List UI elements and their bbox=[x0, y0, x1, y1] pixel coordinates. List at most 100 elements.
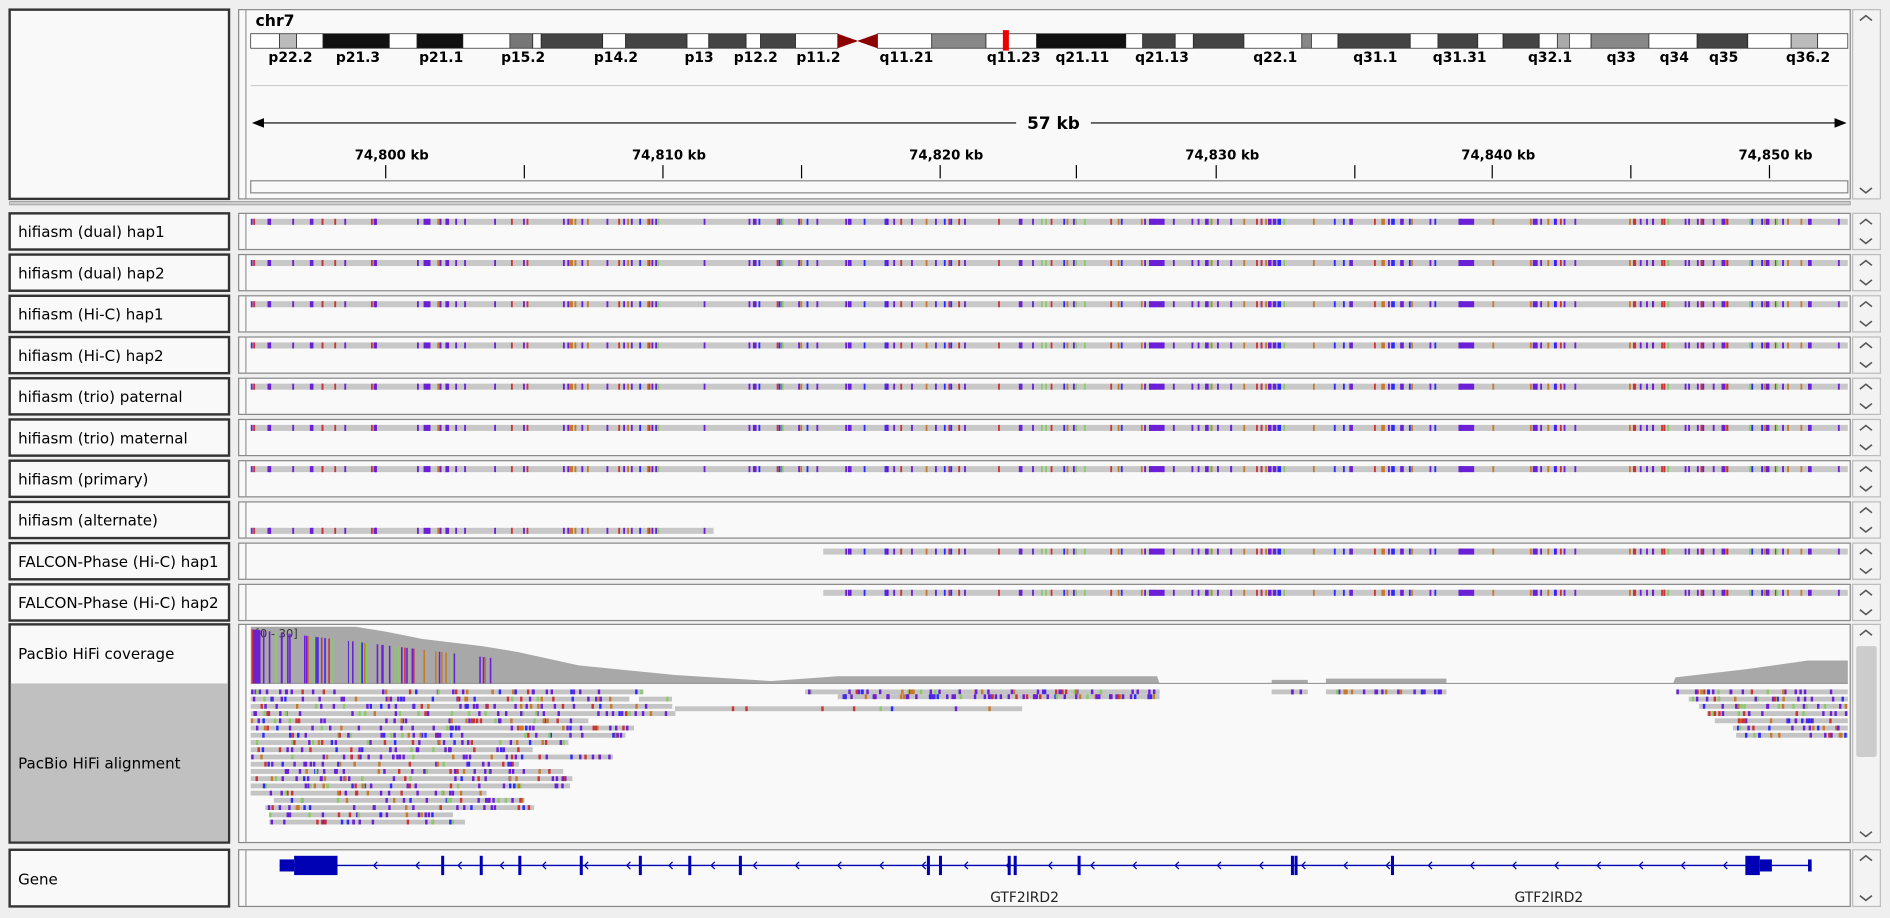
read-variant bbox=[626, 725, 629, 731]
variant bbox=[1408, 424, 1411, 431]
scroll-up[interactable] bbox=[1859, 465, 1873, 473]
scrollbar[interactable] bbox=[1852, 418, 1881, 457]
read-variant bbox=[1397, 689, 1400, 695]
scroll-down[interactable] bbox=[1859, 485, 1873, 492]
variant bbox=[1726, 301, 1729, 308]
variant bbox=[1349, 548, 1353, 555]
variant bbox=[1400, 218, 1404, 225]
scroll-down[interactable] bbox=[1859, 444, 1873, 451]
read-variant bbox=[363, 783, 367, 789]
scrollbar[interactable] bbox=[1852, 583, 1881, 622]
scroll-up[interactable] bbox=[1859, 14, 1873, 22]
read-variant bbox=[459, 790, 463, 796]
variant bbox=[1144, 589, 1146, 596]
scroll-up[interactable] bbox=[1859, 629, 1873, 636]
read-variant bbox=[528, 740, 532, 745]
cytoband bbox=[1502, 33, 1540, 49]
scroll-up[interactable] bbox=[1859, 259, 1873, 267]
scroll-up[interactable] bbox=[1859, 854, 1873, 862]
variant bbox=[964, 342, 966, 349]
variant bbox=[1808, 548, 1812, 555]
scroll-down[interactable] bbox=[1859, 187, 1873, 194]
scrollbar[interactable] bbox=[1852, 253, 1881, 292]
read-variant bbox=[344, 790, 348, 796]
scroll-down[interactable] bbox=[1859, 831, 1873, 838]
scroll-down[interactable] bbox=[1859, 238, 1873, 245]
variant bbox=[1696, 424, 1699, 431]
read-variant bbox=[929, 689, 932, 695]
scroll-down[interactable] bbox=[1859, 402, 1873, 410]
read-variant bbox=[407, 732, 410, 738]
scroll-up[interactable] bbox=[1859, 424, 1873, 431]
variant bbox=[1265, 259, 1267, 267]
scroll-down[interactable] bbox=[1859, 320, 1873, 327]
variant bbox=[1373, 466, 1376, 473]
variant bbox=[1532, 548, 1537, 555]
scrollbar[interactable] bbox=[1852, 9, 1881, 200]
scroll-down[interactable] bbox=[1859, 894, 1873, 902]
scroll-down[interactable] bbox=[1859, 526, 1873, 534]
variant bbox=[1312, 466, 1315, 473]
read-variant bbox=[910, 689, 913, 695]
read bbox=[250, 754, 613, 760]
variant bbox=[269, 527, 272, 534]
scroll-up[interactable] bbox=[1859, 589, 1873, 596]
scrollbar[interactable] bbox=[1852, 336, 1881, 374]
read-variant bbox=[1811, 718, 1814, 724]
variant bbox=[1333, 342, 1336, 349]
scroll-down[interactable] bbox=[1859, 567, 1873, 575]
variant bbox=[1149, 259, 1164, 267]
scrollbar[interactable] bbox=[1852, 849, 1881, 908]
variant bbox=[1667, 548, 1670, 555]
scroll-up[interactable] bbox=[1859, 218, 1873, 225]
coverage-variant bbox=[482, 657, 485, 684]
variant bbox=[606, 301, 609, 308]
variant bbox=[1563, 301, 1566, 308]
variant bbox=[655, 342, 658, 349]
scrollbar[interactable] bbox=[1852, 542, 1881, 580]
variant bbox=[1277, 466, 1282, 473]
variant bbox=[935, 589, 937, 596]
variant bbox=[1267, 383, 1272, 390]
read-variant bbox=[466, 761, 469, 767]
scroll-down[interactable] bbox=[1859, 361, 1873, 369]
scrollbar[interactable] bbox=[1852, 212, 1881, 251]
variant bbox=[1661, 342, 1663, 349]
scrollbar[interactable] bbox=[1852, 377, 1881, 416]
centromere bbox=[837, 33, 878, 49]
scroll-thumb[interactable] bbox=[1856, 646, 1877, 757]
read-variant bbox=[502, 783, 506, 789]
scroll-up[interactable] bbox=[1859, 300, 1873, 308]
variant bbox=[1667, 301, 1670, 308]
scrollbar[interactable] bbox=[1852, 501, 1881, 539]
variant bbox=[845, 218, 848, 225]
scroll-up[interactable] bbox=[1859, 342, 1873, 349]
read-variant bbox=[848, 689, 851, 695]
variant bbox=[1312, 589, 1315, 596]
scroll-up[interactable] bbox=[1859, 383, 1873, 390]
variant bbox=[806, 424, 809, 431]
variant bbox=[1774, 218, 1777, 225]
scroll-up[interactable] bbox=[1859, 506, 1873, 514]
variant bbox=[1688, 342, 1690, 349]
scroll-down[interactable] bbox=[1859, 279, 1873, 286]
variant bbox=[1411, 383, 1413, 390]
scrollbar[interactable] bbox=[1852, 295, 1881, 333]
variant bbox=[1411, 301, 1413, 308]
read-variant bbox=[644, 703, 648, 709]
read-variant bbox=[958, 689, 961, 695]
scroll-up[interactable] bbox=[1859, 548, 1873, 555]
read-variant bbox=[267, 805, 271, 810]
coverage-variant bbox=[331, 638, 333, 684]
scrollbar[interactable] bbox=[1852, 460, 1881, 498]
scroll-down[interactable] bbox=[1859, 609, 1873, 616]
read-variant bbox=[492, 797, 495, 803]
variant bbox=[1782, 548, 1784, 555]
variant bbox=[950, 383, 953, 390]
read-variant bbox=[412, 805, 415, 810]
variant bbox=[1162, 218, 1165, 225]
variant bbox=[1381, 342, 1385, 349]
read-variant bbox=[1073, 689, 1076, 695]
variant bbox=[253, 301, 256, 308]
read-variant bbox=[549, 732, 553, 738]
